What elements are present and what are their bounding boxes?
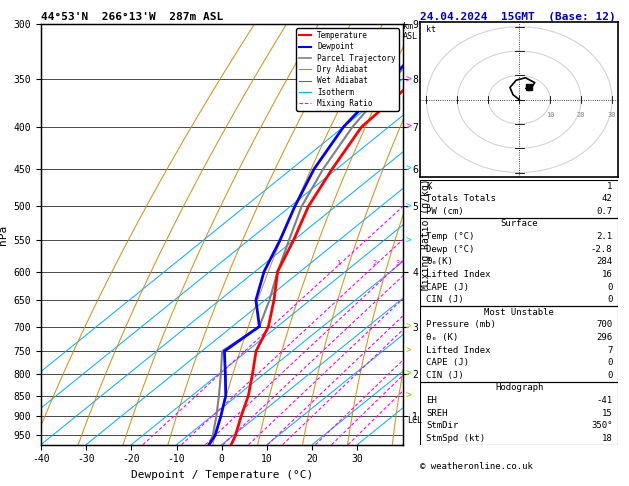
Text: © weatheronline.co.uk: © weatheronline.co.uk [420,462,533,471]
Text: >: > [406,122,411,132]
Text: 284: 284 [596,257,613,266]
Text: >: > [406,74,411,84]
Text: CIN (J): CIN (J) [426,371,464,380]
Text: CIN (J): CIN (J) [426,295,464,304]
Text: 24.04.2024  15GMT  (Base: 12): 24.04.2024 15GMT (Base: 12) [420,12,616,22]
Text: Pressure (mb): Pressure (mb) [426,320,496,330]
Text: 10: 10 [546,112,554,118]
Text: 0: 0 [607,295,613,304]
Bar [420,306,618,382]
Text: LCL: LCL [407,416,421,425]
Text: 0: 0 [607,282,613,292]
Text: 44°53'N  266°13'W  287m ASL: 44°53'N 266°13'W 287m ASL [41,12,223,22]
Text: >: > [406,346,411,356]
Bar [420,218,618,306]
Text: θₑ(K): θₑ(K) [426,257,453,266]
Y-axis label: Mixing Ratio (g/kg): Mixing Ratio (g/kg) [421,179,431,290]
Text: -2.8: -2.8 [591,244,613,254]
Text: 700: 700 [596,320,613,330]
Text: 0: 0 [607,358,613,367]
Text: 20: 20 [577,112,586,118]
Text: Lifted Index: Lifted Index [426,270,491,279]
Text: 3: 3 [395,260,399,265]
Text: 16: 16 [601,270,613,279]
Text: >: > [406,236,411,245]
Text: 1: 1 [607,182,613,191]
Text: Surface: Surface [501,220,538,228]
Text: Hodograph: Hodograph [495,383,543,392]
Text: CAPE (J): CAPE (J) [426,282,469,292]
Text: >: > [406,202,411,211]
Text: EH: EH [426,396,437,405]
Text: Lifted Index: Lifted Index [426,346,491,355]
Text: >: > [406,164,411,174]
Text: SREH: SREH [426,409,448,417]
Text: θₑ (K): θₑ (K) [426,333,459,342]
Bar [420,180,618,218]
Text: CAPE (J): CAPE (J) [426,358,469,367]
Text: Temp (°C): Temp (°C) [426,232,474,241]
Legend: Temperature, Dewpoint, Parcel Trajectory, Dry Adiabat, Wet Adiabat, Isotherm, Mi: Temperature, Dewpoint, Parcel Trajectory… [296,28,399,111]
Text: 0.7: 0.7 [596,207,613,216]
Text: Totals Totals: Totals Totals [426,194,496,203]
Text: 18: 18 [601,434,613,443]
Text: Most Unstable: Most Unstable [484,308,554,317]
Y-axis label: hPa: hPa [0,225,8,244]
Text: 15: 15 [601,409,613,417]
Text: >: > [406,322,411,331]
Text: 350°: 350° [591,421,613,430]
X-axis label: Dewpoint / Temperature (°C): Dewpoint / Temperature (°C) [131,470,313,480]
Text: StmDir: StmDir [426,421,459,430]
Bar [420,382,618,445]
Text: >: > [406,369,411,379]
Text: 7: 7 [607,346,613,355]
Text: StmSpd (kt): StmSpd (kt) [426,434,485,443]
Text: 2: 2 [372,260,377,265]
Text: >: > [406,391,411,401]
Text: 42: 42 [601,194,613,203]
Text: 30: 30 [608,112,616,118]
Text: km
ASL: km ASL [403,22,418,41]
Text: kt: kt [426,25,437,34]
Text: 0: 0 [607,371,613,380]
Text: Dewp (°C): Dewp (°C) [426,244,474,254]
Text: 1: 1 [336,260,340,265]
Text: 296: 296 [596,333,613,342]
Text: 2.1: 2.1 [596,232,613,241]
Text: -41: -41 [596,396,613,405]
Text: K: K [426,182,431,191]
Text: PW (cm): PW (cm) [426,207,464,216]
